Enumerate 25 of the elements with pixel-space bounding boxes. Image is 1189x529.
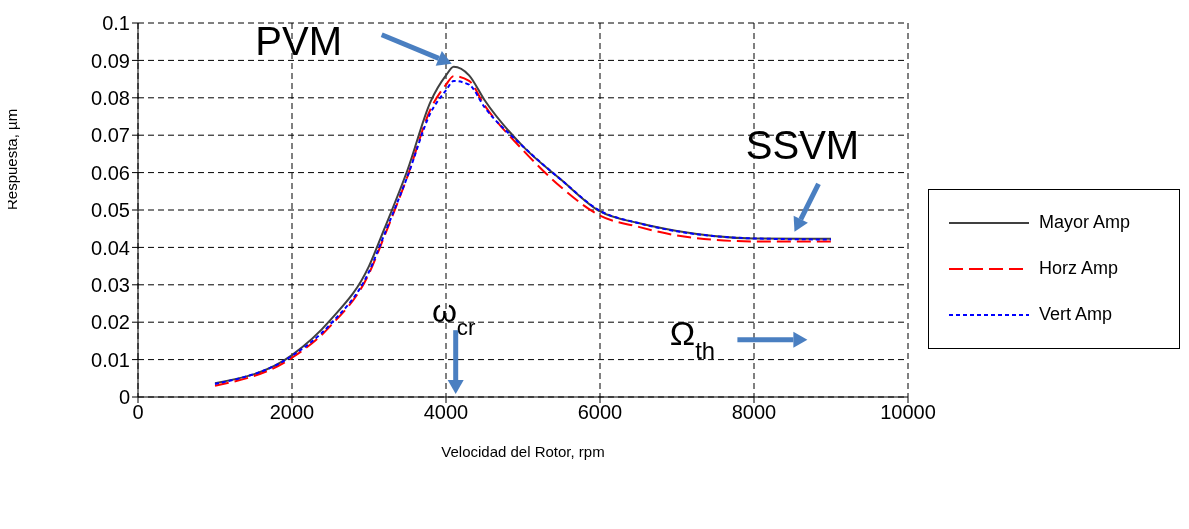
annotation: PVM <box>255 18 343 63</box>
y-tick-label: 0.02 <box>91 311 130 334</box>
y-tick-label: 0.03 <box>91 273 130 296</box>
y-tick-label: 0.05 <box>91 199 130 222</box>
x-tick-label: 6000 <box>577 401 623 424</box>
y-tick-label: 0.04 <box>91 236 130 259</box>
legend-label: Horz Amp <box>1039 258 1119 279</box>
legend-label: Vert Amp <box>1039 304 1113 325</box>
y-tick-label: 0.1 <box>102 12 130 35</box>
x-tick-label: 10000 <box>880 401 936 424</box>
y-tick-label: 0.01 <box>91 348 130 371</box>
y-tick-label: 0.07 <box>91 124 130 147</box>
x-axis-title: Velocidad del Rotor, rpm <box>441 443 605 460</box>
y-tick-label: 0 <box>118 386 130 409</box>
y-tick-label: 0.06 <box>91 161 130 184</box>
annotation: ω$_{cr}$ <box>431 293 477 340</box>
x-tick-label: 4000 <box>423 401 469 424</box>
x-tick-label: 8000 <box>731 401 777 424</box>
x-tick-label: 0 <box>132 401 144 424</box>
legend-label: Mayor Amp <box>1039 212 1131 233</box>
y-tick-label: 0.08 <box>91 86 130 109</box>
annotation: Ω$_{th}$ <box>669 313 716 364</box>
x-tick-label: 2000 <box>269 401 315 424</box>
y-tick-label: 0.09 <box>91 49 130 72</box>
annotation: SSVM <box>745 122 860 167</box>
